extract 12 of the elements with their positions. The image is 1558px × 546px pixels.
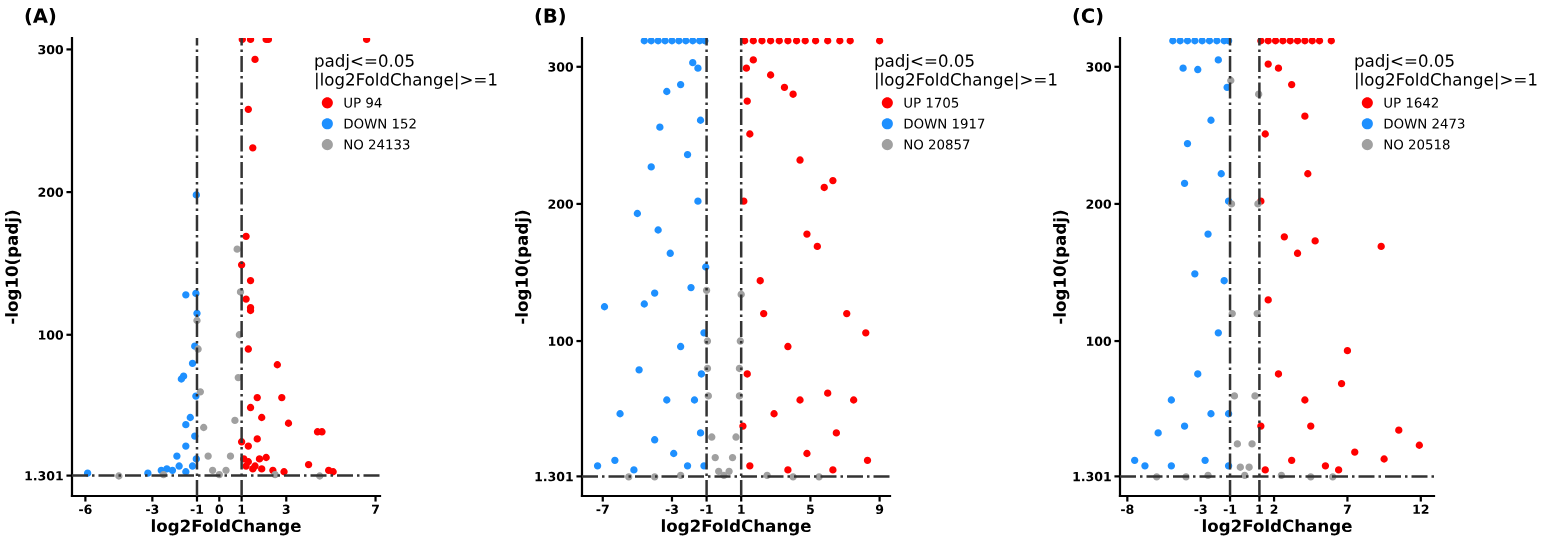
x-axis-title: log2FoldChange — [661, 519, 811, 536]
x-axis-title: log2FoldChange — [1202, 519, 1352, 536]
chart-title: (A) — [25, 8, 56, 26]
legend-title: padj<=0.05 |log2FoldChange|>=1 — [315, 54, 497, 90]
chart-title: (C) — [1073, 8, 1103, 26]
chart-title: (B) — [535, 8, 565, 26]
y-axis-title: -log10(padj) — [5, 210, 22, 324]
y-axis-title: -log10(padj) — [1053, 210, 1070, 324]
y-axis-title: -log10(padj) — [515, 210, 532, 324]
legend-title: padj<=0.05 |log2FoldChange|>=1 — [1355, 54, 1537, 90]
legend-title: padj<=0.05 |log2FoldChange|>=1 — [875, 54, 1057, 90]
x-axis-title: log2FoldChange — [151, 519, 301, 536]
